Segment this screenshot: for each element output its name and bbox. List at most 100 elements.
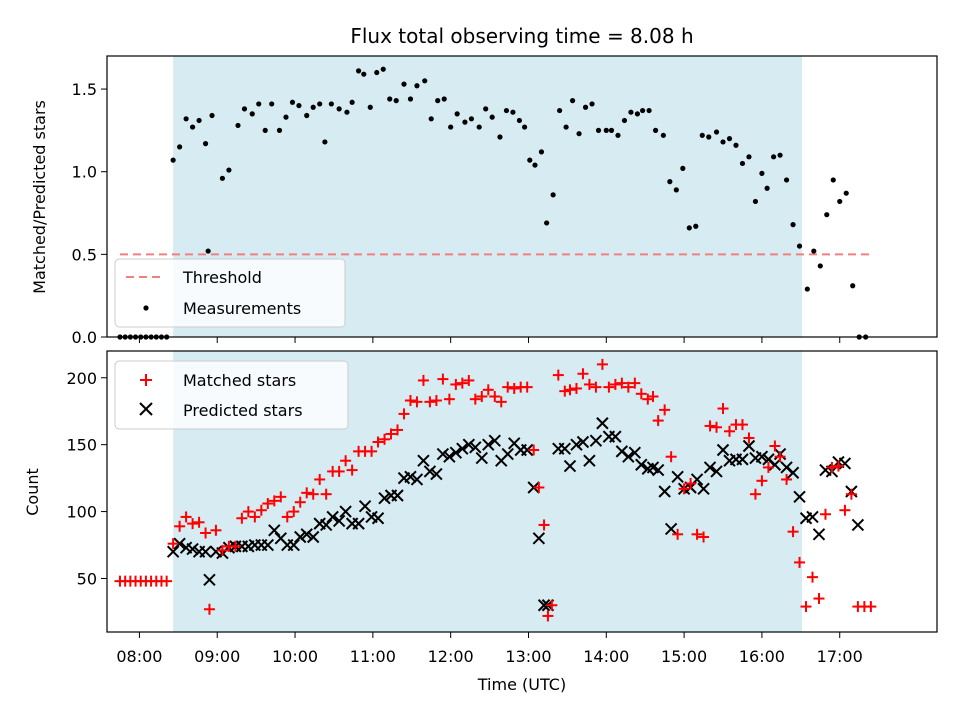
matched-star-marker bbox=[583, 378, 595, 390]
measurement-point bbox=[699, 132, 705, 138]
x-tick-label: 11:00 bbox=[350, 647, 396, 666]
matched-star-marker bbox=[743, 432, 755, 444]
matched-star-marker bbox=[255, 504, 267, 516]
top-panel: 0.0 0.5 1.0 1.5 Matched/Predicted stars Thr… bbox=[30, 55, 938, 347]
measurement-point bbox=[256, 101, 262, 107]
measurement-point bbox=[634, 111, 641, 117]
matched-star-marker bbox=[476, 390, 488, 402]
matched-star-marker bbox=[845, 488, 857, 500]
measurement-point bbox=[811, 248, 817, 254]
predicted-star-marker bbox=[537, 599, 551, 612]
measurement-point bbox=[521, 124, 528, 130]
matched-star-marker bbox=[787, 526, 799, 538]
matched-star-marker bbox=[281, 511, 293, 523]
matched-star-marker bbox=[596, 358, 608, 370]
measurement-point bbox=[621, 117, 628, 124]
measurement-point bbox=[361, 71, 367, 77]
predicted-star-marker bbox=[339, 505, 352, 518]
measurement-point bbox=[448, 124, 454, 130]
predicted-star-marker bbox=[786, 466, 800, 479]
measurement-point bbox=[296, 102, 302, 109]
matched-star-marker bbox=[203, 603, 215, 615]
matched-star-marker bbox=[678, 483, 690, 495]
measurement-point bbox=[241, 106, 248, 112]
measurement-point bbox=[401, 81, 407, 87]
matched-star-marker bbox=[736, 419, 748, 431]
matched-star-marker bbox=[346, 464, 358, 476]
y-tick-label: 1.0 bbox=[72, 163, 97, 182]
measurement-point bbox=[817, 263, 823, 269]
matched-star-marker bbox=[819, 508, 831, 520]
measurement-point bbox=[183, 116, 189, 122]
measurement-point bbox=[349, 99, 355, 105]
measurement-point bbox=[595, 127, 602, 133]
matched-star-marker bbox=[622, 381, 634, 393]
measurement-point bbox=[783, 177, 790, 183]
matched-star-marker bbox=[379, 433, 391, 445]
measurement-point bbox=[739, 160, 746, 167]
matched-star-marker bbox=[340, 455, 352, 467]
matched-star-marker bbox=[762, 461, 774, 473]
measurement-point bbox=[497, 134, 503, 140]
legend-matched-swatch bbox=[140, 374, 152, 386]
matched-star-marker bbox=[482, 384, 494, 396]
measurement-point bbox=[422, 78, 428, 84]
matched-star-marker bbox=[193, 516, 205, 528]
y-tick-label: 0.0 bbox=[72, 328, 97, 347]
matched-star-marker bbox=[691, 528, 703, 540]
matched-star-marker bbox=[495, 396, 507, 408]
measurement-point bbox=[660, 132, 666, 138]
measurement-point bbox=[640, 107, 646, 114]
x-tick-label: 15:00 bbox=[661, 647, 707, 666]
measurement-point bbox=[759, 170, 765, 176]
x-tick-label: 16:00 bbox=[739, 647, 785, 666]
measurement-point bbox=[310, 104, 316, 110]
matched-star-marker bbox=[769, 440, 781, 452]
measurement-point bbox=[336, 106, 342, 112]
measurement-point bbox=[304, 112, 310, 119]
predicted-star-marker bbox=[436, 447, 450, 461]
predicted-star-marker bbox=[532, 532, 546, 545]
measurement-point bbox=[283, 114, 289, 120]
predicted-star-marker bbox=[173, 537, 186, 550]
measurement-point bbox=[516, 117, 523, 124]
matched-star-marker bbox=[794, 556, 806, 568]
predicted-star-marker bbox=[410, 473, 424, 486]
matched-star-marker bbox=[629, 377, 641, 389]
matched-star-marker bbox=[635, 388, 647, 400]
predicted-star-marker bbox=[583, 454, 596, 467]
measurement-point bbox=[673, 187, 679, 193]
predicted-star-marker bbox=[261, 538, 275, 552]
measurement-point bbox=[752, 198, 759, 205]
measurement-point bbox=[603, 127, 609, 133]
predicted-star-marker bbox=[268, 524, 281, 537]
measurement-point bbox=[205, 248, 211, 254]
measurement-point bbox=[527, 157, 533, 163]
predicted-star-marker bbox=[651, 463, 665, 477]
measurement-point bbox=[843, 190, 849, 196]
measurement-point bbox=[557, 107, 563, 114]
measurement-point bbox=[387, 96, 393, 102]
measurement-point bbox=[476, 124, 482, 130]
predicted-star-marker bbox=[710, 465, 723, 478]
matched-star-marker bbox=[174, 520, 186, 532]
predicted-star-marker bbox=[635, 458, 648, 471]
measurement-point bbox=[454, 111, 460, 117]
measurement-point bbox=[289, 99, 296, 105]
matched-star-marker bbox=[832, 460, 844, 472]
predicted-star-marker bbox=[166, 545, 180, 558]
measurement-point bbox=[468, 116, 475, 122]
predicted-star-marker bbox=[462, 438, 476, 451]
measurement-point bbox=[367, 104, 373, 110]
matched-star-marker bbox=[430, 395, 442, 407]
measurement-point bbox=[189, 124, 196, 130]
measurement-point bbox=[726, 136, 733, 142]
matched-star-marker bbox=[268, 495, 280, 507]
measurement-point bbox=[693, 223, 699, 229]
matched-star-marker bbox=[411, 396, 423, 408]
predicted-star-marker bbox=[319, 518, 333, 532]
matched-star-marker bbox=[180, 511, 192, 523]
measurement-point bbox=[608, 127, 615, 133]
legend-box bbox=[114, 258, 346, 328]
measurement-point bbox=[262, 127, 268, 133]
